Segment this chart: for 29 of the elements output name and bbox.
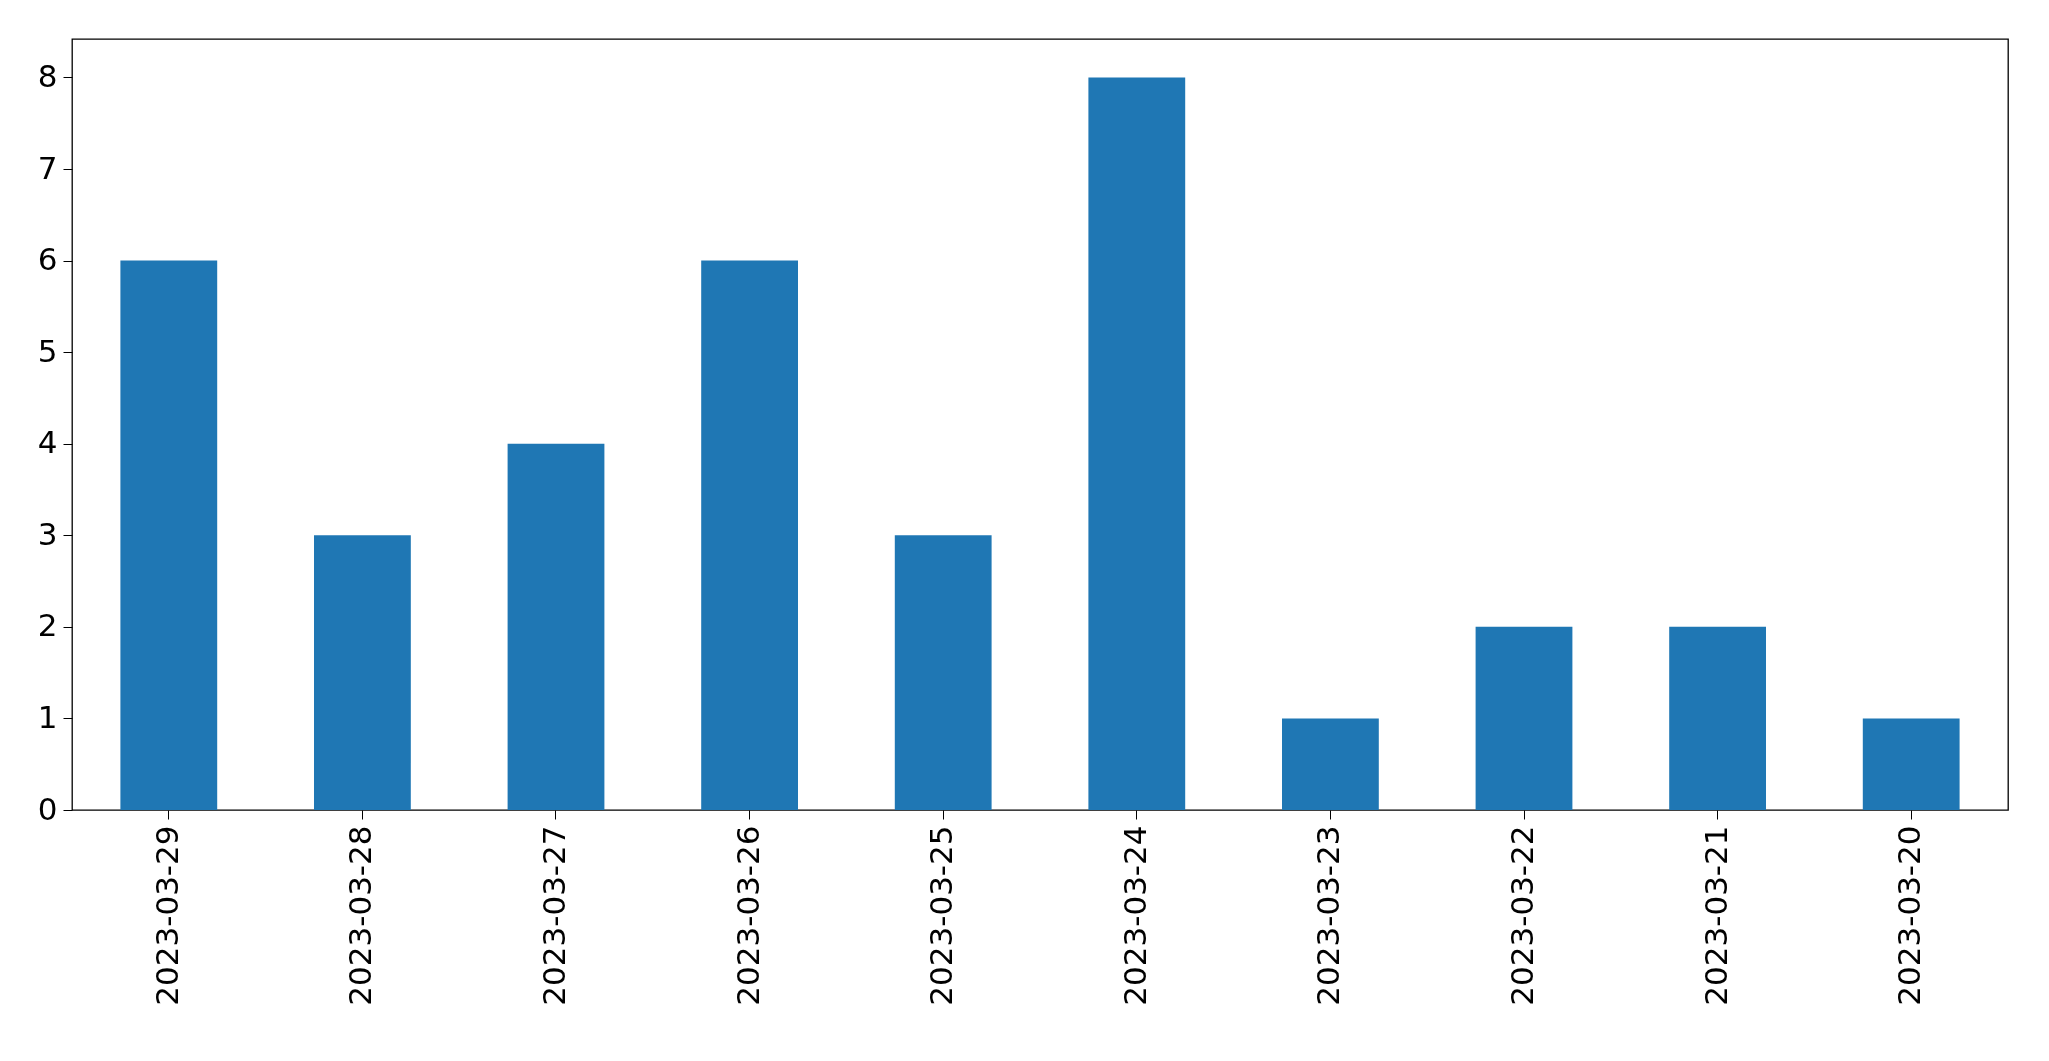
y-tick-label: 3	[37, 515, 58, 552]
bar	[1669, 626, 1766, 810]
y-tick-label: 5	[37, 332, 58, 369]
bar	[701, 260, 798, 810]
x-tick-label: 2023-03-20	[1891, 825, 1928, 1006]
x-tick-label: 2023-03-26	[729, 825, 766, 1006]
bar	[507, 443, 605, 810]
bar	[894, 535, 992, 810]
x-tick-label: 2023-03-29	[148, 825, 185, 1006]
y-tick-label: 6	[37, 241, 58, 278]
bar	[120, 260, 218, 810]
x-tick-label: 2023-03-27	[536, 825, 572, 1006]
bar	[1088, 77, 1186, 810]
x-tick-label: 2023-03-21	[1697, 825, 1734, 1006]
y-tick-label: 7	[37, 149, 58, 186]
y-tick-label: 1	[37, 698, 58, 735]
bar	[1475, 626, 1573, 810]
y-tick-label: 2	[37, 607, 58, 644]
x-tick-label: 2023-03-24	[1116, 825, 1153, 1006]
x-tick-label: 2023-03-22	[1504, 825, 1540, 1006]
bar	[314, 535, 411, 810]
y-tick-label: 4	[37, 424, 58, 461]
y-tick-label: 8	[37, 57, 58, 94]
x-tick-label: 2023-03-23	[1310, 825, 1347, 1006]
y-tick-label: 0	[37, 790, 58, 827]
bar	[1862, 718, 1960, 810]
x-tick-label: 2023-03-25	[923, 825, 960, 1006]
bar	[1282, 718, 1379, 810]
x-tick-label: 2023-03-28	[342, 825, 379, 1006]
